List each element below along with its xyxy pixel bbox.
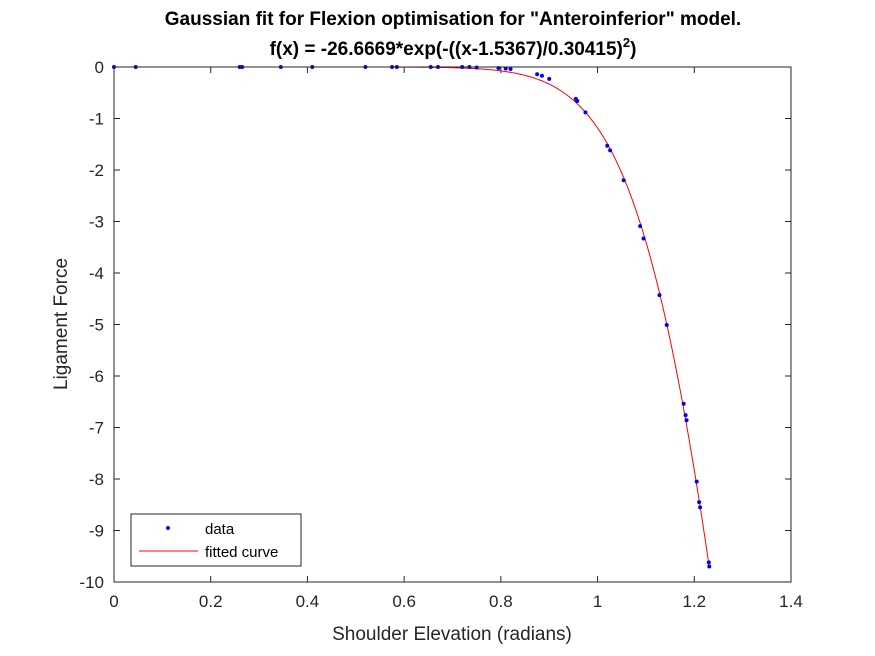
x-axis-label: Shoulder Elevation (radians) — [332, 624, 572, 645]
data-point — [683, 413, 688, 418]
x-tick-label: 1.4 — [779, 592, 803, 611]
data-point — [707, 564, 712, 569]
chart-title: Gaussian fit for Flexion optimisation fo… — [165, 9, 741, 30]
x-tick-label: 1 — [593, 592, 602, 611]
y-tick-label: -3 — [89, 213, 104, 232]
x-tick-label: 0 — [109, 592, 118, 611]
legend-box — [130, 513, 302, 567]
y-tick-label: -4 — [89, 264, 104, 283]
x-tick-label: 0.6 — [392, 592, 416, 611]
data-point — [681, 401, 686, 406]
data-point — [605, 143, 610, 148]
y-tick-label: -6 — [89, 367, 104, 386]
y-axis-ticks: 0 -1 -2 -3 -4 -5 -6 -7 -8 -9 -10 — [79, 58, 791, 592]
data-point — [641, 236, 646, 241]
x-tick-label: 0.8 — [489, 592, 513, 611]
x-tick-label: 1.2 — [682, 592, 706, 611]
y-tick-label: -1 — [89, 110, 104, 129]
y-tick-label: -2 — [89, 161, 104, 180]
x-tick-label: 0.2 — [199, 592, 223, 611]
y-axis-label: Ligament Force — [51, 258, 72, 390]
y-tick-label: 0 — [95, 58, 104, 77]
legend-data-label: data — [205, 521, 235, 538]
y-tick-label: -5 — [89, 316, 104, 335]
data-point — [694, 479, 699, 484]
y-tick-label: -9 — [89, 522, 104, 541]
data-point — [547, 76, 552, 81]
y-tick-label: -7 — [89, 419, 104, 438]
chart-subtitle: f(x) = -26.6669*exp(-((x-1.5367)/0.30415… — [270, 35, 637, 60]
data-point — [706, 560, 711, 565]
data-point — [575, 98, 580, 103]
legend-fitted-curve-label: fitted curve — [205, 544, 278, 561]
data-point — [664, 323, 669, 328]
data-point — [474, 65, 479, 70]
plot-area — [114, 67, 791, 582]
data-point — [621, 178, 626, 183]
plot-frame — [113, 66, 792, 583]
data-point — [503, 66, 508, 71]
y-tick-label: -8 — [89, 470, 104, 489]
data-point — [698, 505, 703, 510]
y-tick-label: -10 — [79, 573, 104, 592]
data-point — [657, 293, 662, 298]
legend: data fitted curve — [130, 513, 302, 567]
data-point — [535, 72, 540, 77]
data-point — [638, 224, 643, 229]
legend-data-marker — [166, 526, 170, 530]
data-point — [684, 418, 689, 423]
chart-title-group: Gaussian fit for Flexion optimisation fo… — [165, 9, 741, 60]
x-axis-ticks: 0 0.2 0.4 0.6 0.8 1 1.2 1.4 — [109, 67, 803, 611]
data-point — [697, 500, 702, 505]
data-point — [539, 73, 544, 78]
x-tick-label: 0.4 — [296, 592, 320, 611]
data-point — [508, 67, 513, 72]
data-point — [583, 110, 588, 115]
data-point — [608, 148, 613, 153]
